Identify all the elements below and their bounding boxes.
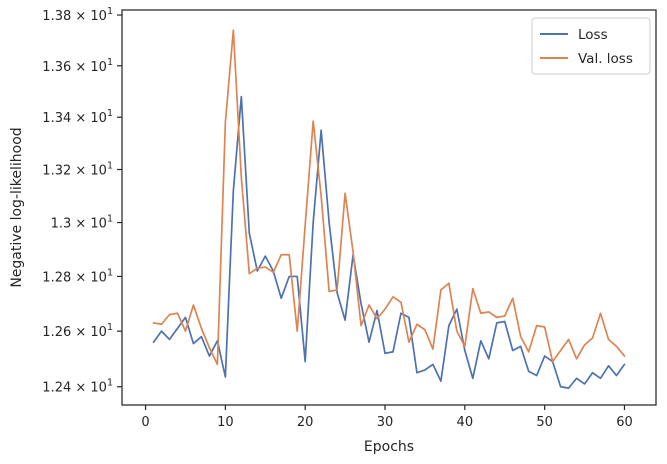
- x-axis-ticks: 0 10 20 30 40 50 60: [141, 405, 633, 430]
- x-tick-label: 30: [377, 415, 394, 430]
- x-axis-label: Epochs: [364, 439, 414, 455]
- y-tick-label: 1.34 × 101: [42, 108, 113, 126]
- x-tick-label: 0: [141, 415, 149, 430]
- legend-box: [531, 17, 651, 75]
- y-tick-label: 1.32 × 101: [42, 160, 113, 178]
- x-tick-label: 20: [297, 415, 314, 430]
- x-tick-label: 60: [616, 415, 633, 430]
- y-tick-label: 1.26 × 101: [42, 322, 113, 340]
- y-tick-label: 1.24 × 101: [42, 378, 113, 396]
- legend: Loss Val. loss: [531, 17, 651, 75]
- plot-frame: [121, 9, 657, 406]
- y-axis-ticks: 1.24 × 101 1.26 × 101 1.28 × 101 1.3 × 101 1…: [42, 6, 122, 396]
- plot-layer: [152, 29, 626, 389]
- legend-label-val-loss: Val. loss: [578, 51, 633, 67]
- series-line-val-loss: [152, 29, 626, 366]
- y-axis-label: Negative log-likelihood: [9, 127, 25, 287]
- y-tick-label: 1.38 × 101: [42, 6, 113, 24]
- x-tick-label: 10: [217, 415, 234, 430]
- y-tick-label: 1.36 × 101: [42, 57, 113, 75]
- series-line-loss: [152, 95, 626, 389]
- y-tick-label: 1.28 × 101: [42, 267, 113, 285]
- x-tick-label: 40: [457, 415, 474, 430]
- legend-label-loss: Loss: [578, 27, 608, 43]
- y-tick-label: 1.3 × 101: [51, 214, 113, 232]
- x-tick-label: 50: [536, 415, 553, 430]
